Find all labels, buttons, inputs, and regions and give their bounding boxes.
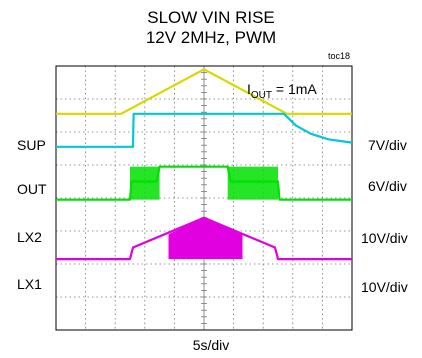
iout-annotation: IOUT = 1mA xyxy=(247,81,317,101)
chart-title: SLOW VIN RISE xyxy=(147,8,275,27)
anno-sub: OUT xyxy=(251,90,272,101)
sup-scale-label: 7V/div xyxy=(368,137,407,153)
x-scale-label: 5s/div xyxy=(192,337,230,353)
scope-traces xyxy=(56,68,353,261)
lx2-switching-burst-left xyxy=(130,166,160,200)
anno-rest: = 1mA xyxy=(272,81,317,97)
trace-out xyxy=(56,112,353,148)
out-channel-label: OUT xyxy=(17,181,47,197)
chart-subtitle: 12V 2MHz, PWM xyxy=(145,28,277,47)
scope-grid xyxy=(56,65,352,331)
lx2-switching-burst-right xyxy=(227,166,278,200)
out-scale-label: 6V/div xyxy=(368,178,407,194)
lx1-channel-label: LX1 xyxy=(17,276,42,292)
anno-main: I xyxy=(247,81,251,97)
figure-id: toc18 xyxy=(328,51,351,61)
lx2-scale-label: 10V/div xyxy=(361,230,408,246)
lx1-scale-label: 10V/div xyxy=(361,279,408,295)
trace-sup xyxy=(56,68,352,115)
lx1-switching-envelope xyxy=(168,217,243,260)
plot-frame xyxy=(55,65,353,331)
lx2-channel-label: LX2 xyxy=(17,229,42,245)
sup-channel-label: SUP xyxy=(17,137,46,153)
